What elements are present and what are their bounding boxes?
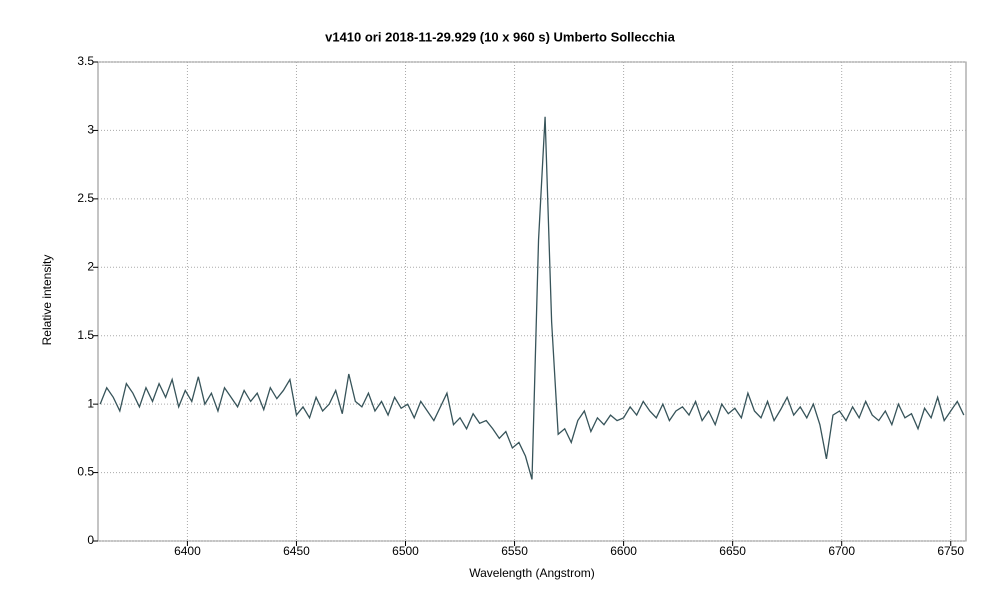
y-tick-label: 2: [87, 259, 94, 273]
spectrum-line: [99, 116, 965, 480]
x-tick-label: 6750: [937, 544, 964, 558]
y-tick-label: 2.5: [77, 191, 94, 205]
chart-title: v1410 ori 2018-11-29.929 (10 x 960 s) Um…: [325, 29, 676, 44]
y-tick-label: 0.5: [77, 465, 94, 479]
y-axis-label: Relative intensity: [40, 255, 54, 346]
x-tick-label: 6450: [283, 544, 310, 558]
x-tick-label: 6550: [501, 544, 528, 558]
x-tick-label: 6500: [392, 544, 419, 558]
x-tick-label: 6700: [828, 544, 855, 558]
x-tick-label: 6400: [174, 544, 201, 558]
y-tick-label: 1: [87, 396, 94, 410]
y-tick-label: 3: [87, 123, 94, 137]
x-tick-label: 6600: [610, 544, 637, 558]
y-tick-label: 1.5: [77, 328, 94, 342]
x-axis-label: Wavelength (Angstrom): [469, 566, 595, 580]
x-tick-label: 6650: [719, 544, 746, 558]
y-tick-label: 0: [87, 533, 94, 547]
y-tick-label: 3.5: [77, 54, 94, 68]
